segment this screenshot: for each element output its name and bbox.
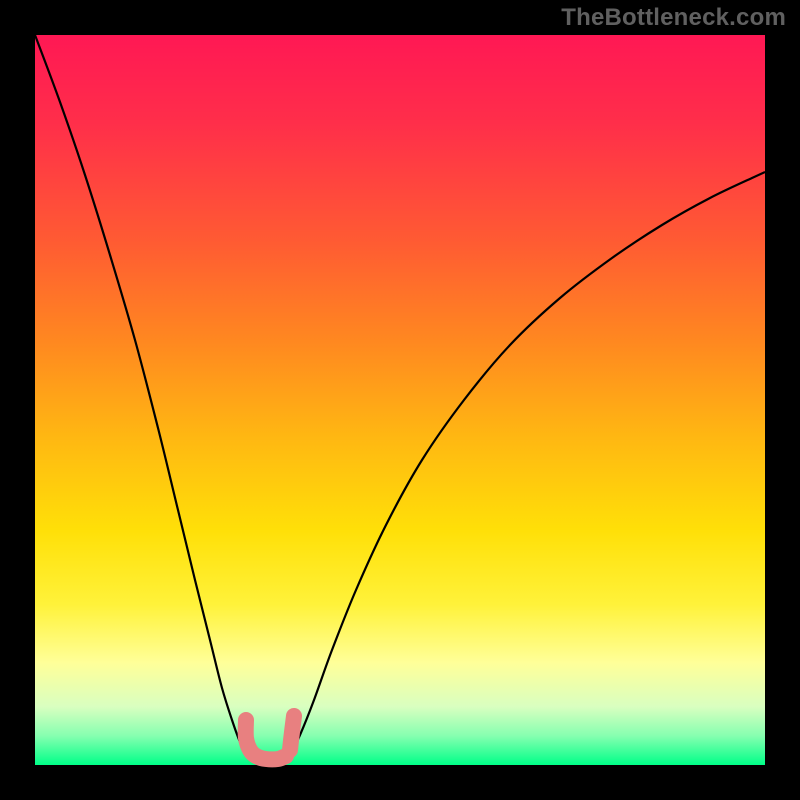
chart-background xyxy=(35,35,765,765)
bottleneck-chart xyxy=(0,0,800,800)
chart-stage: TheBottleneck.com xyxy=(0,0,800,800)
valley-accent-segment xyxy=(290,716,294,750)
